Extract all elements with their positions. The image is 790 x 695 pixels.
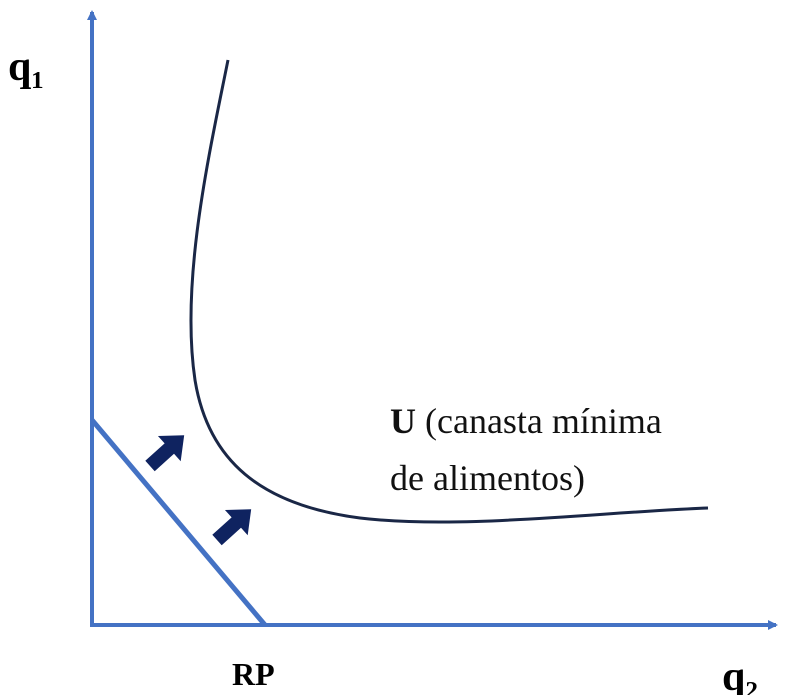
utility-curve [189,59,709,524]
curve-label-line: de alimentos) [390,458,585,498]
shift-arrows [145,435,252,546]
curve-label-line: (canasta mínima [425,401,662,441]
curve-letter: U [390,401,416,441]
x-axis-label: q₂ [722,654,758,695]
y-axis-label: q₁ [8,44,44,90]
budget-line [90,418,267,627]
budget-line-label: RP [232,656,275,692]
curve-label: U (canasta mínima [390,401,662,441]
arrow [212,509,252,546]
arrow [145,435,185,472]
